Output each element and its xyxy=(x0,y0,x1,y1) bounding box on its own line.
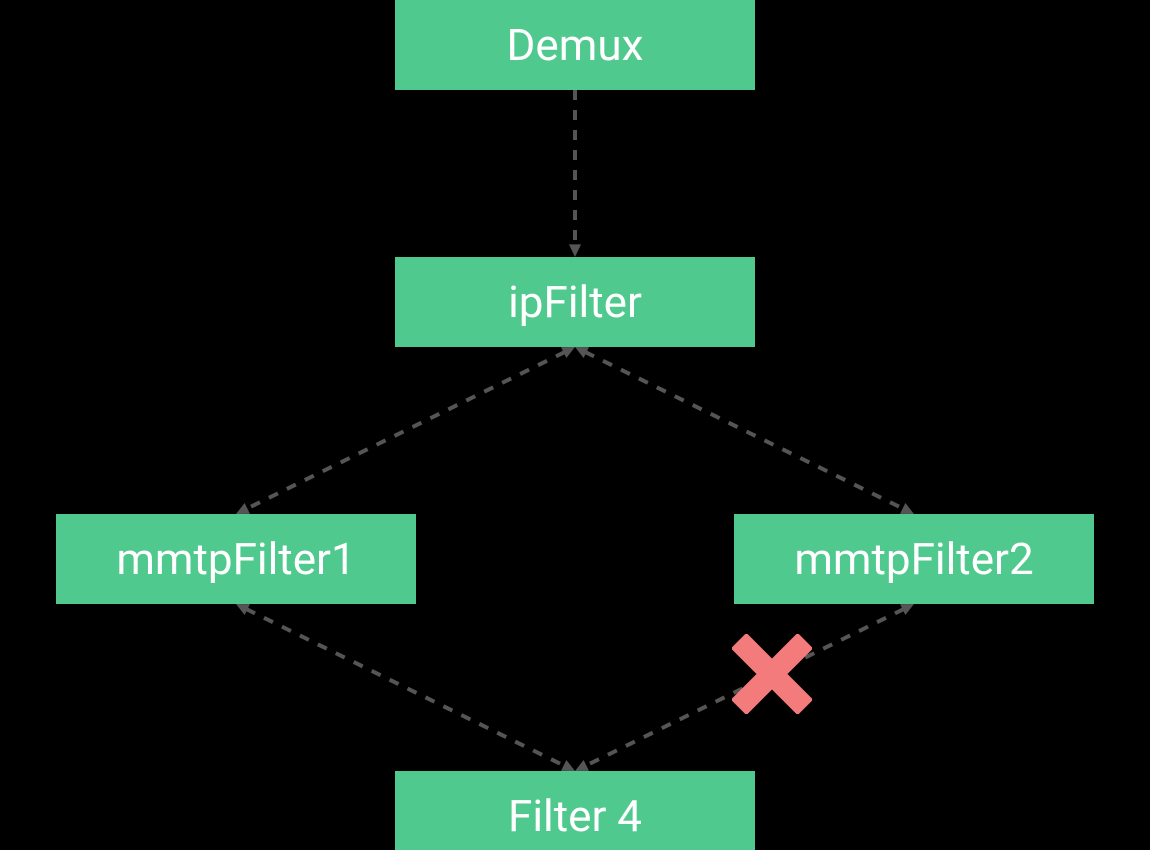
node-demux-label: Demux xyxy=(507,19,644,71)
edges-layer xyxy=(0,0,1150,850)
diagram-canvas: Demux ipFilter mmtpFilter1 mmtpFilter2 F… xyxy=(0,0,1150,850)
node-mmtpfilter1-label: mmtpFilter1 xyxy=(116,533,355,585)
node-ipfilter: ipFilter xyxy=(395,257,755,347)
node-demux: Demux xyxy=(395,0,755,90)
blocked-cross-icon xyxy=(732,634,812,714)
node-mmtpfilter1: mmtpFilter1 xyxy=(56,514,416,604)
node-filter4-label: Filter 4 xyxy=(508,790,642,842)
node-mmtpfilter2-label: mmtpFilter2 xyxy=(794,533,1033,585)
node-ipfilter-label: ipFilter xyxy=(508,276,642,328)
node-mmtpfilter2: mmtpFilter2 xyxy=(734,514,1094,604)
node-filter4: Filter 4 xyxy=(395,771,755,850)
